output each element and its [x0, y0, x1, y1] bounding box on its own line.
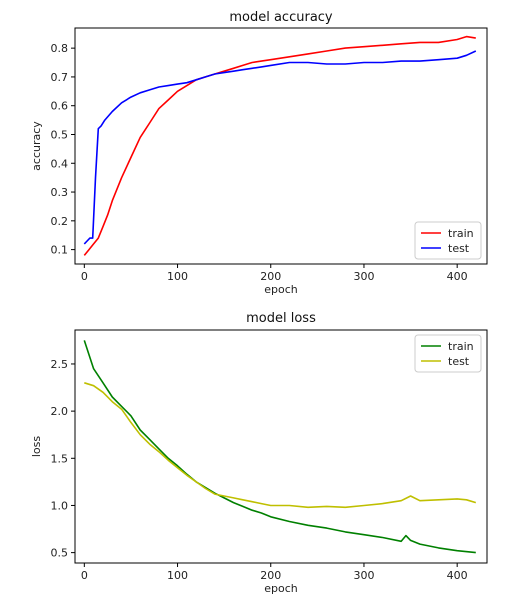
loss-x-tick-label: 0 [81, 569, 88, 582]
loss-x-axis-label: epoch [264, 582, 298, 595]
accuracy-x-tick-label: 100 [167, 270, 188, 283]
accuracy-y-tick-label: 0.5 [51, 128, 69, 141]
accuracy-x-tick-label: 400 [447, 270, 468, 283]
loss-chart: 0 100 200 300 400 0.5 1.0 1.5 2.0 2.5 model loss ep… [30, 311, 488, 595]
accuracy-x-tick-label: 0 [81, 270, 88, 283]
accuracy-x-tick-label: 300 [353, 270, 374, 283]
loss-series-train-line [83, 340, 476, 554]
loss-chart-title: model loss [246, 311, 316, 326]
accuracy-legend-box [414, 221, 482, 260]
accuracy-chart: 0 100 200 300 400 0.1 0.2 0.3 0.4 0.5 0.6 0.7 0.8 mod… [30, 10, 488, 296]
loss-series-test-line [84, 382, 477, 509]
accuracy-y-tick-label: 0.4 [51, 157, 69, 170]
loss-y-tick-label: 1.0 [51, 499, 69, 512]
accuracy-y-tick-label: 0.2 [51, 215, 69, 228]
loss-y-tick-label: 1.5 [51, 452, 69, 465]
accuracy-y-tick-label: 0.7 [51, 71, 69, 84]
accuracy-legend-label-test: test [448, 242, 470, 255]
accuracy-x-axis-label: epoch [264, 283, 298, 296]
loss-y-tick-label: 2.5 [51, 358, 69, 371]
accuracy-x-tick-label: 200 [260, 270, 281, 283]
accuracy-y-tick-label: 0.3 [51, 186, 69, 199]
loss-x-tick-label: 400 [447, 569, 468, 582]
accuracy-chart-title: model accuracy [229, 10, 333, 25]
accuracy-y-tick-label: 0.1 [51, 244, 69, 257]
accuracy-series-test-line [83, 50, 477, 245]
accuracy-y-axis-label: accuracy [30, 121, 43, 171]
accuracy-y-tick-label: 0.6 [51, 100, 69, 113]
loss-legend-label-test: test [448, 355, 470, 368]
accuracy-plot-frame [74, 27, 488, 265]
loss-x-tick-label: 100 [167, 569, 188, 582]
loss-x-tick-label: 200 [260, 569, 281, 582]
loss-legend-box [414, 334, 482, 373]
loss-y-axis-label: loss [30, 436, 43, 458]
loss-y-tick-label: 0.5 [51, 547, 69, 560]
accuracy-y-tick-label: 0.8 [51, 42, 69, 55]
loss-legend-label-train: train [448, 340, 474, 353]
loss-x-tick-label: 300 [353, 569, 374, 582]
loss-plot-frame [74, 329, 488, 564]
accuracy-legend-label-train: train [448, 227, 474, 240]
loss-y-tick-label: 2.0 [51, 405, 69, 418]
